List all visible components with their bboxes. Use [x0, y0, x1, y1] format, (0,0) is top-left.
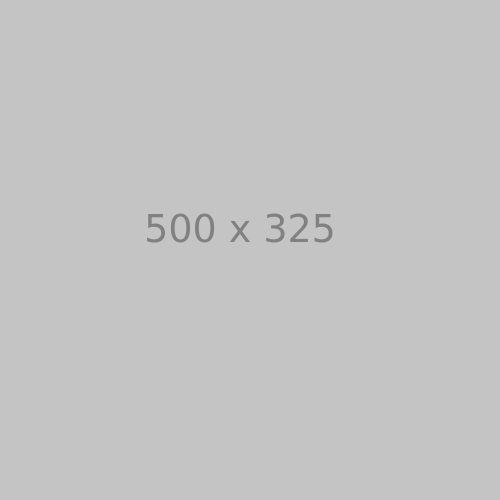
placeholder-dimensions-label: 500 x 325: [144, 207, 336, 251]
